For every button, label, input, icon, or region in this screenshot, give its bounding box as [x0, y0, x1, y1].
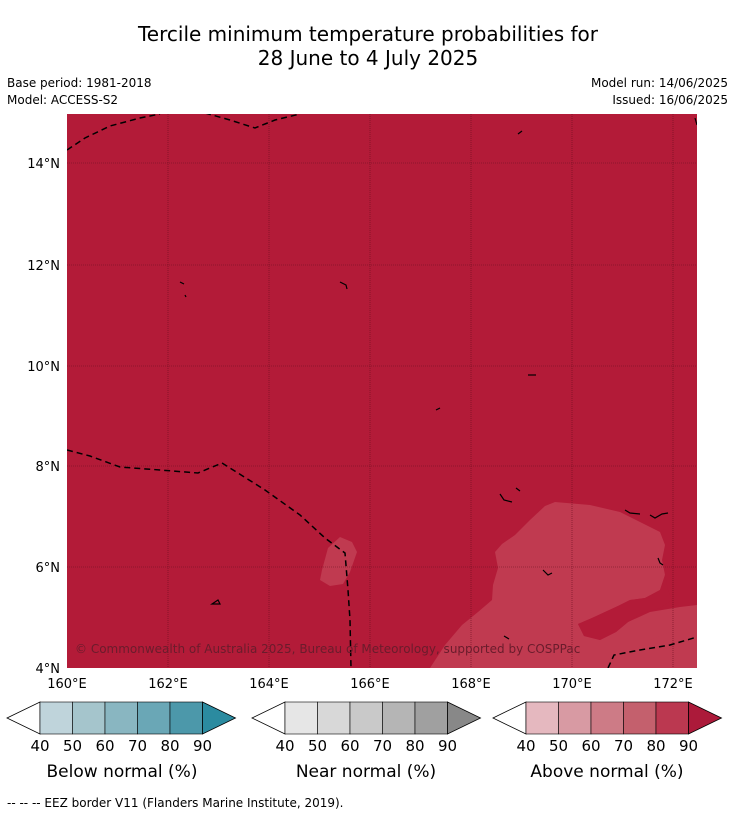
- island-marshall-se: [657, 557, 664, 566]
- colorbar-tick-label: 60: [340, 737, 359, 755]
- island-atoll-a: [499, 487, 521, 503]
- island-atoll-h: [179, 281, 187, 298]
- colorbar-swatch: [590, 701, 624, 735]
- island-atoll-j: [435, 407, 441, 411]
- lat-tick-label: 12°N: [27, 259, 60, 274]
- colorbar-tick-label: 50: [308, 737, 327, 755]
- above-normal-70-80-corner: [640, 628, 697, 668]
- title-line-1: Tercile minimum temperature probabilitie…: [137, 22, 599, 46]
- lon-tick-label: 166°E: [350, 677, 390, 692]
- colorbar-swatch: [72, 701, 106, 735]
- lat-tick-label: 8°N: [36, 460, 61, 475]
- island-atoll-d: [503, 635, 510, 640]
- meta-right: Model run: 14/06/2025 Issued: 16/06/2025: [591, 75, 728, 109]
- colorbar-swatch: [558, 701, 592, 735]
- issued-date: Issued: 16/06/2025: [612, 93, 728, 107]
- colorbar-low-extend: [251, 701, 286, 735]
- colorbar-swatch: [623, 701, 657, 735]
- copyright-text: © Commonwealth of Australia 2025, Bureau…: [75, 642, 580, 656]
- colorbar-high-extend: [688, 701, 723, 735]
- eez-border-south: [607, 636, 697, 668]
- graticule: [67, 114, 697, 668]
- colorbar-legends: 40 50 60 70 80 90 40 50 60 70 80 90 40 50 60 70 80 90: [6, 701, 723, 755]
- colorbar-tick-label: 60: [581, 737, 600, 755]
- colorbar-tick-label: 40: [30, 737, 49, 755]
- latitude-axis: 14°N 12°N 10°N 8°N 6°N 4°N: [27, 157, 60, 677]
- colorbar-high-extend: [447, 701, 482, 735]
- island-atoll-b: [542, 569, 553, 576]
- colorbar-swatch: [137, 701, 171, 735]
- meta-left: Base period: 1981-2018 Model: ACCESS-S2: [7, 75, 152, 109]
- above-normal-70-80-island: [320, 537, 357, 586]
- model-run: Model run: 14/06/2025: [590, 76, 728, 90]
- base-period: Base period: 1981-2018: [7, 76, 152, 90]
- lon-tick-label: 164°E: [249, 677, 289, 692]
- lon-tick-label: 172°E: [653, 677, 693, 692]
- colorbar-below: 40 50 60 70 80 90: [6, 701, 237, 755]
- colorbar-swatch: [169, 701, 203, 735]
- colorbar-tick-label: 70: [128, 737, 147, 755]
- legend-label-above: Above normal (%): [530, 762, 684, 782]
- colorbar-swatch: [414, 701, 448, 735]
- lat-tick-label: 10°N: [27, 360, 60, 375]
- colorbar-low-extend: [6, 701, 41, 735]
- lon-tick-label: 160°E: [47, 677, 87, 692]
- above-normal-70-80-region: [430, 502, 697, 668]
- colorbar-swatch: [349, 701, 383, 735]
- island-outlines: [179, 117, 697, 640]
- colorbar-swatch: [525, 701, 559, 735]
- lat-tick-label: 4°N: [36, 662, 61, 677]
- island-atoll-g: [339, 281, 348, 290]
- colorbar-tick-label: 90: [438, 737, 457, 755]
- colorbar-tick-label: 80: [405, 737, 424, 755]
- legend-label-near: Near normal (%): [295, 762, 437, 782]
- lon-tick-label: 168°E: [451, 677, 491, 692]
- colorbar-tick-label: 90: [679, 737, 698, 755]
- colorbar-swatch: [382, 701, 416, 735]
- colorbar-low-extend: [492, 701, 527, 735]
- chart-title: Tercile minimum temperature probabilitie…: [0, 22, 736, 70]
- colorbar-near: 40 50 60 70 80 90: [251, 701, 482, 755]
- lat-tick-label: 14°N: [27, 157, 60, 172]
- colorbar-swatch: [39, 701, 73, 735]
- colorbar-swatch: [655, 701, 689, 735]
- longitude-axis: 160°E 162°E 164°E 166°E 168°E 170°E 172°E: [47, 677, 693, 692]
- colorbar-tick-label: 70: [614, 737, 633, 755]
- island-atoll-c: [210, 599, 221, 605]
- eez-border-north: [67, 114, 301, 151]
- eez-footnote: -- -- -- EEZ border V11 (Flanders Marine…: [7, 796, 344, 810]
- title-line-2: 28 June to 4 July 2025: [257, 46, 479, 70]
- lat-tick-label: 6°N: [36, 561, 61, 576]
- eez-borders: [67, 114, 697, 668]
- colorbar-tick-label: 50: [549, 737, 568, 755]
- colorbar-swatch: [284, 701, 318, 735]
- island-marshall-ne: [624, 509, 669, 519]
- colorbar-swatch: [104, 701, 138, 735]
- island-atoll-f: [517, 130, 523, 135]
- colorbar-tick-label: 70: [373, 737, 392, 755]
- colorbar-tick-label: 80: [160, 737, 179, 755]
- eez-border-west: [67, 449, 352, 668]
- colorbar-swatch: [317, 701, 351, 735]
- above-normal-80-90-patch: [578, 575, 672, 640]
- lon-tick-label: 170°E: [552, 677, 592, 692]
- colorbar-high-extend: [202, 701, 237, 735]
- colorbar-above: 40 50 60 70 80 90: [492, 701, 723, 755]
- colorbar-tick-label: 90: [193, 737, 212, 755]
- legend-label-below: Below normal (%): [46, 762, 198, 782]
- colorbar-tick-label: 40: [275, 737, 294, 755]
- colorbar-tick-label: 50: [63, 737, 82, 755]
- model-name: Model: ACCESS-S2: [7, 93, 119, 107]
- lon-tick-label: 162°E: [148, 677, 188, 692]
- colorbar-tick-label: 80: [646, 737, 665, 755]
- colorbar-tick-label: 60: [95, 737, 114, 755]
- island-atoll-e: [694, 117, 697, 126]
- colorbar-tick-label: 40: [516, 737, 535, 755]
